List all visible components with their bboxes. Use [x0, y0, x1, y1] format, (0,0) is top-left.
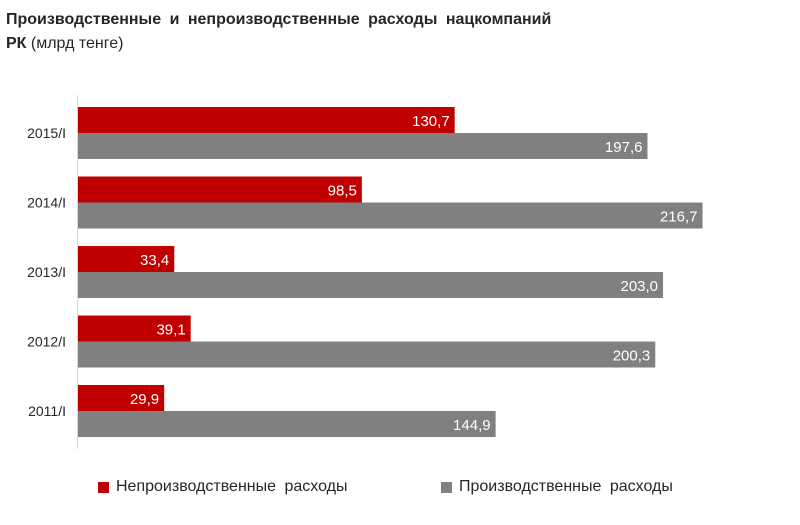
bar-production-2014-i [78, 202, 703, 229]
bar-non-production-2015-i [78, 107, 455, 133]
bar-production-2015-i [78, 133, 648, 159]
data-label-production-2014-i: 216,7 [660, 209, 698, 226]
legend-item-non-production: Непроизводственные расходы [98, 478, 347, 496]
legend-label-production: Производственные расходы [459, 478, 673, 495]
category-label-2011-i: 2011/I [28, 403, 66, 419]
chart-title-line2: РК (млрд тенге) [6, 32, 786, 56]
category-label-2013-i: 2013/I [27, 264, 66, 280]
data-label-non-production-2013-i: 33,4 [140, 252, 169, 269]
bar-chart: 2015/I 130,7 197,6 2014/I 98,5 216,7 2013/I 33,… [27, 95, 703, 449]
category-label-2014-i: 2014/I [27, 195, 66, 211]
bar-non-production-2012-i [78, 315, 191, 342]
chart-legend: Непроизводственные расходы Производствен… [0, 478, 800, 508]
chart-title-region: РК [6, 35, 27, 52]
category-label-2015-i: 2015/I [27, 125, 66, 141]
legend-swatch-production [441, 481, 452, 493]
data-label-production-2015-i: 197,6 [605, 139, 643, 156]
bar-production-2013-i [78, 272, 664, 298]
chart-title-unit: (млрд тенге) [26, 35, 124, 52]
data-label-non-production-2015-i: 130,7 [412, 113, 450, 130]
data-label-non-production-2012-i: 39,1 [156, 322, 185, 339]
legend-item-production: Производственные расходы [441, 478, 673, 496]
chart-title-line1: Производственные и непроизводственные ра… [6, 11, 552, 28]
data-label-production-2012-i: 200,3 [613, 348, 651, 365]
chart-title: Производственные и непроизводственные ра… [6, 8, 786, 56]
legend-swatch-non-production [98, 481, 109, 493]
bar-non-production-2013-i [78, 246, 175, 272]
category-label-2012-i: 2012/I [27, 334, 66, 350]
data-label-production-2013-i: 203,0 [620, 278, 658, 295]
data-label-production-2011-i: 144,9 [453, 417, 491, 434]
bar-production-2011-i [78, 411, 496, 437]
bar-non-production-2011-i [78, 385, 165, 411]
bar-production-2012-i [78, 341, 656, 368]
bar-non-production-2014-i [78, 176, 362, 203]
data-label-non-production-2014-i: 98,5 [328, 183, 357, 200]
legend-label-non-production: Непроизводственные расходы [116, 478, 348, 495]
data-label-non-production-2011-i: 29,9 [130, 391, 159, 408]
